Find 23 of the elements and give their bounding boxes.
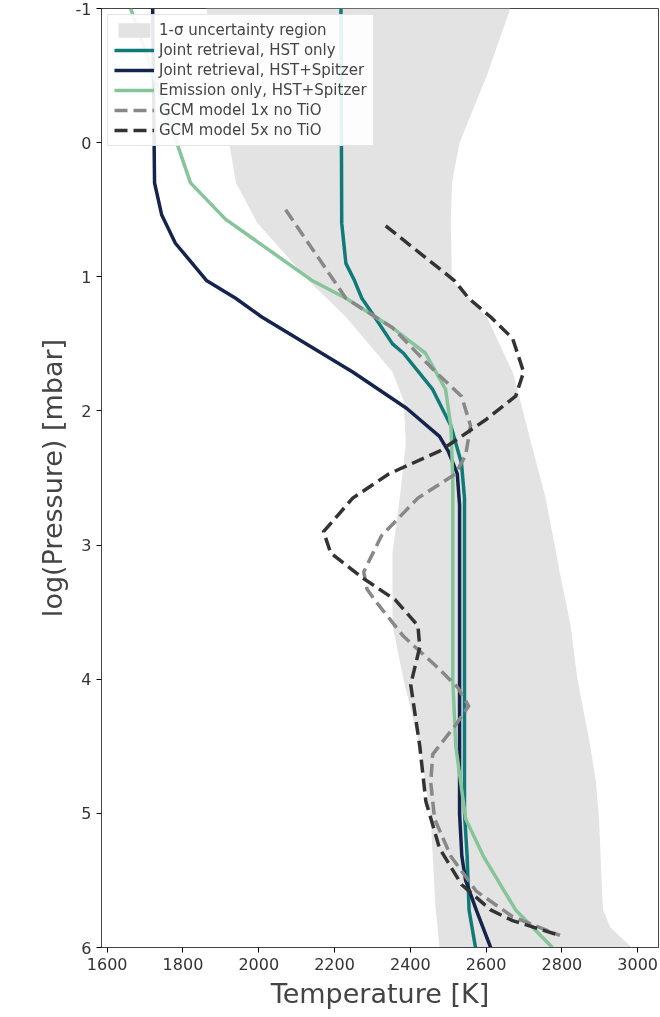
y-tick-label: 5: [81, 804, 92, 824]
legend-label: GCM model 5x no TiO: [159, 121, 322, 139]
legend-label: Joint retrieval, HST only: [159, 41, 336, 59]
legend-label: Joint retrieval, HST+Spitzer: [159, 61, 365, 79]
line-series: [283, 207, 562, 938]
y-tick-label: -1: [75, 0, 92, 19]
y-tick-label: 4: [81, 670, 92, 690]
x-tick-label: 2400: [389, 954, 431, 974]
x-tick-label: 2800: [541, 954, 583, 974]
y-tick-label: 3: [81, 536, 92, 556]
x-tick-label: 2200: [314, 954, 355, 974]
x-axis-title: Temperature [K]: [269, 977, 490, 1009]
x-tick-label: 3000: [617, 954, 659, 974]
x-tick-label: 2600: [465, 954, 507, 974]
y-tick-label: 2: [81, 401, 92, 421]
y-tick-label: 1: [81, 267, 92, 287]
legend-label: Emission only, HST+Spitzer: [159, 81, 367, 99]
legend-label: GCM model 1x no TiO: [159, 101, 322, 119]
y-tick-label: 0: [81, 133, 92, 153]
y-axis-title: log(Pressure) [mbar]: [36, 338, 68, 618]
x-tick-label: 1800: [162, 954, 204, 974]
legend-label: 1-σ uncertainty region: [159, 21, 327, 39]
x-tick-label: 2000: [238, 954, 280, 974]
